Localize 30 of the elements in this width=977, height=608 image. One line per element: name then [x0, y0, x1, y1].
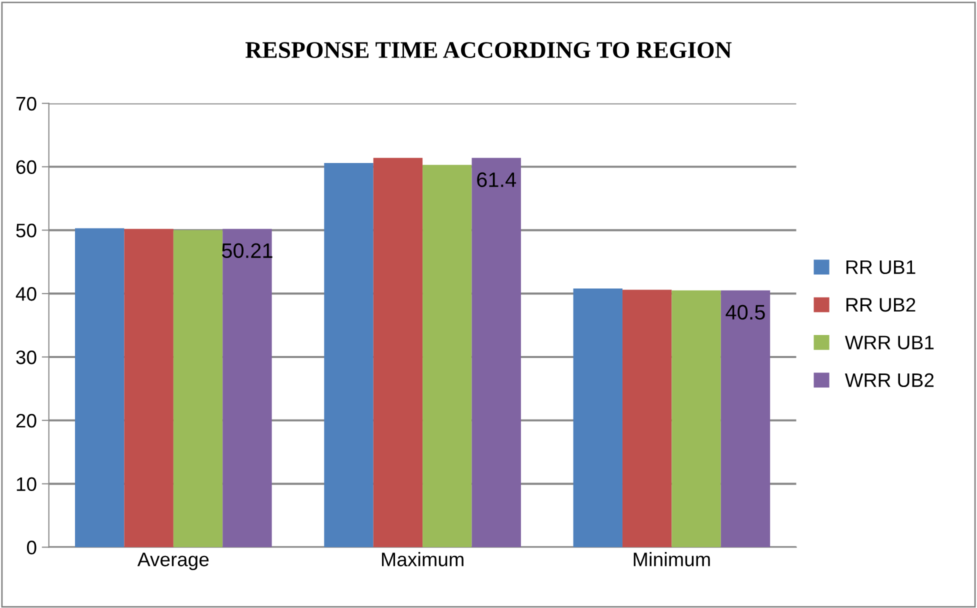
bar: [324, 162, 374, 548]
bar: [573, 288, 622, 548]
bar: [422, 164, 472, 548]
y-tick-label: 10: [16, 477, 36, 492]
chart-title: RESPONSE TIME ACCORDING TO REGION: [245, 42, 732, 58]
data-label: 61.4: [477, 172, 516, 188]
bar: [124, 228, 174, 548]
bar: [173, 230, 223, 548]
y-tick-label: 70: [16, 96, 36, 111]
y-tick-label: 40: [16, 287, 36, 301]
bar: [373, 158, 423, 548]
bar: [222, 228, 272, 548]
x-tick-label: Average: [137, 552, 209, 570]
y-tick-label: 50: [16, 224, 36, 238]
legend-label: RR UB2: [846, 298, 916, 312]
bar: [75, 228, 124, 548]
x-tick-label: Maximum: [382, 552, 464, 566]
x-tick-label: Minimum: [634, 552, 710, 566]
legend-label: WRR UB2: [844, 373, 934, 388]
bar: [672, 290, 721, 548]
bar: [622, 290, 672, 548]
legend-label: RR UB1: [846, 260, 916, 274]
bar: [472, 158, 521, 548]
data-label: 40.5: [726, 304, 765, 320]
y-tick-label: 60: [16, 160, 36, 174]
y-tick-label: 0: [26, 540, 36, 554]
y-tick-label: 20: [16, 414, 36, 428]
legend-label: WRR UB1: [844, 336, 934, 350]
y-tick-label: 30: [16, 350, 36, 364]
bar: [720, 290, 770, 548]
